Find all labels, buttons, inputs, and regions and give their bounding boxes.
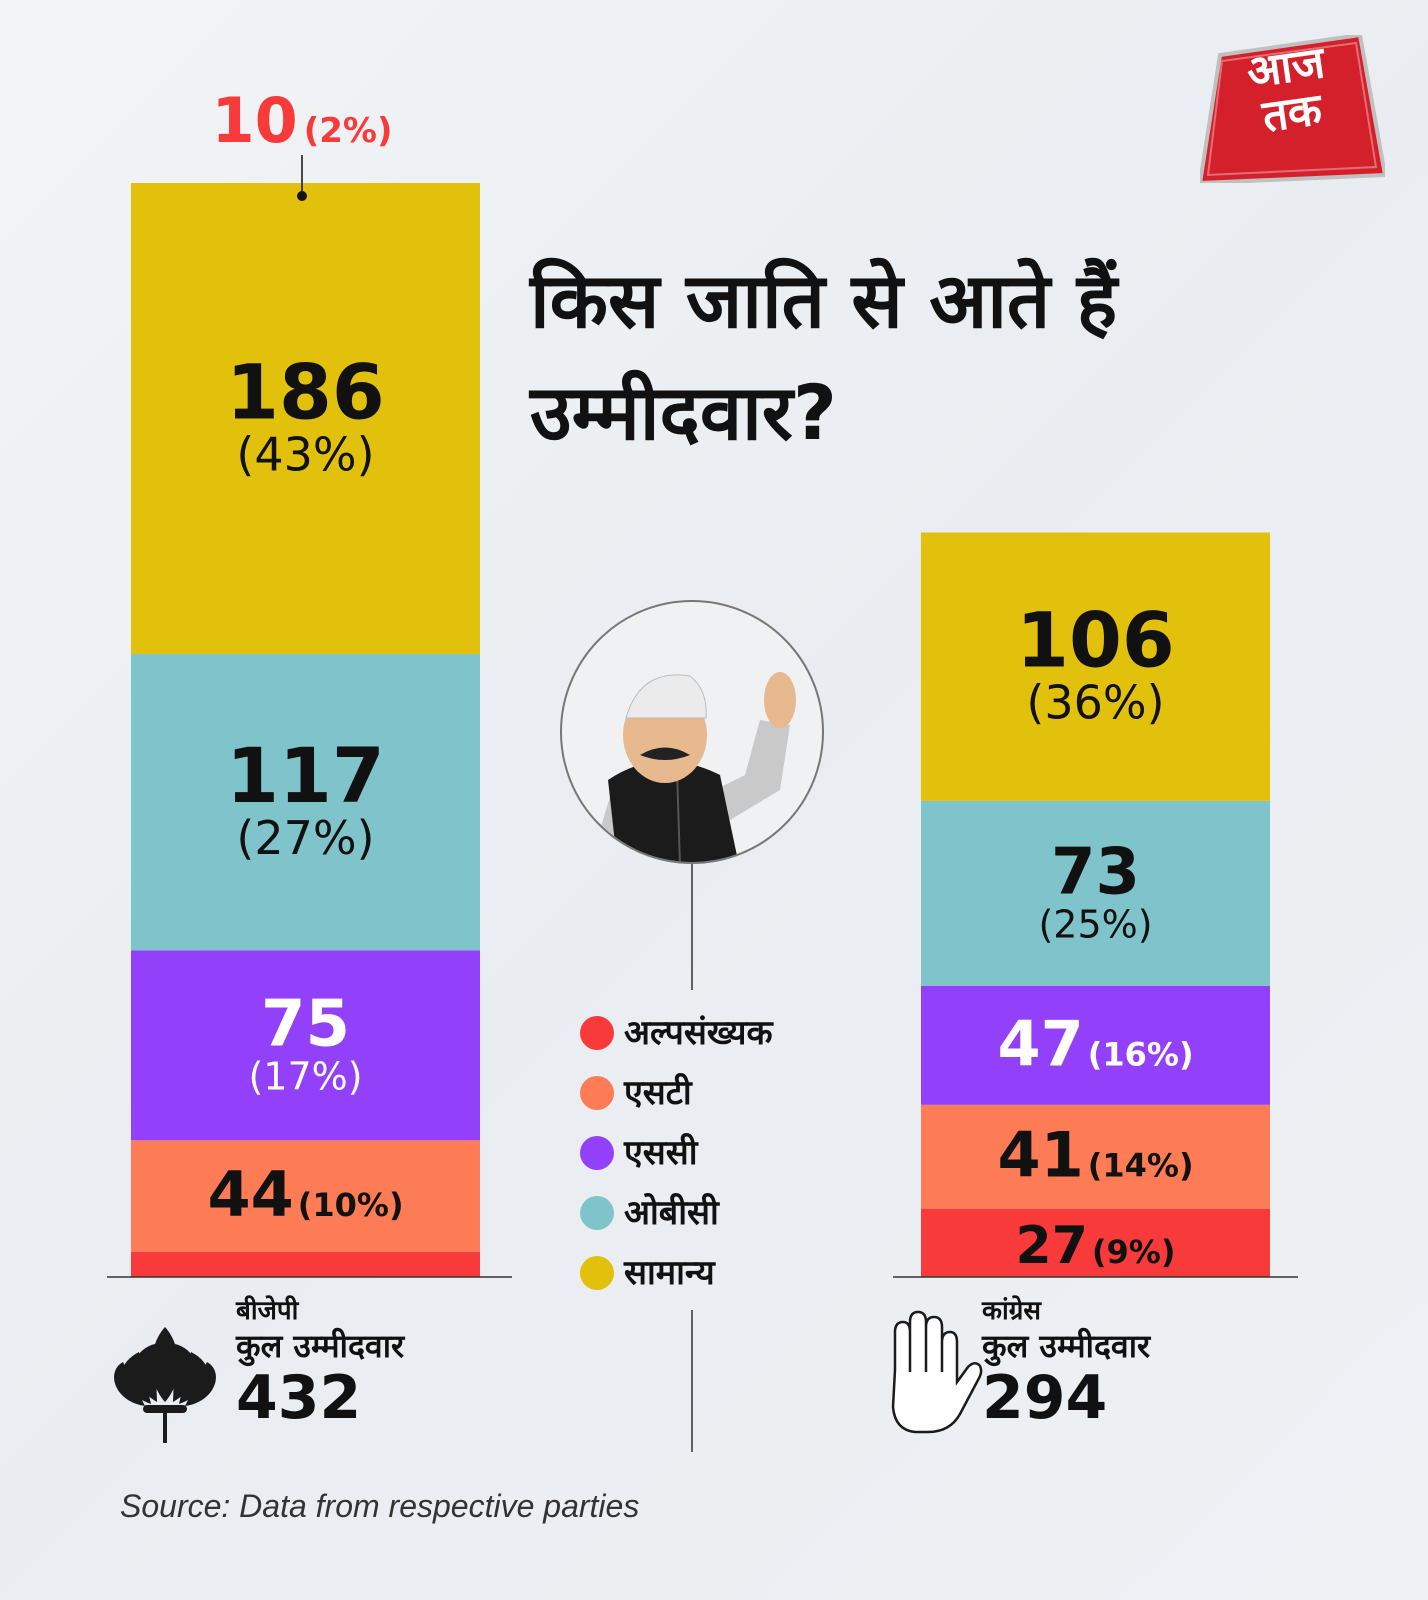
source-note: Source: Data from respective parties xyxy=(120,1488,640,1524)
party-sub-congress: कुल उम्मीदवार xyxy=(982,1327,1151,1365)
bar-segment-congress-minority xyxy=(921,1208,1270,1277)
party-block-bjp: बीजेपी कुल उम्मीदवार 432 xyxy=(236,1295,404,1431)
percent-label-bjp-general: (43%) xyxy=(236,428,374,482)
value-label-congress-sc: 47 (16%) xyxy=(997,1007,1193,1080)
politician-illustration xyxy=(560,600,824,864)
bar-segment-bjp-minority xyxy=(131,1251,480,1277)
aajtak-logo: आज तक xyxy=(1200,35,1385,183)
percent-label-bjp-obc: (27%) xyxy=(236,811,374,865)
bar-segment-bjp-st xyxy=(131,1140,480,1252)
value-label-bjp-sc: 75 xyxy=(261,987,350,1061)
party-block-congress: कांग्रेस कुल उम्मीदवार 294 xyxy=(982,1295,1150,1431)
legend-dot-sc xyxy=(580,1136,614,1170)
bar-segment-bjp-obc xyxy=(131,654,480,951)
lotus-icon xyxy=(114,1327,216,1443)
legend-label-minority: अल्पसंख्यक xyxy=(624,1013,773,1053)
legend-label-sc: एससी xyxy=(624,1133,698,1173)
value-label-congress-st: 41 (14%) xyxy=(997,1119,1193,1192)
value-label-congress-minority: 27 (9%) xyxy=(1016,1216,1176,1276)
legend-dot-obc xyxy=(580,1196,614,1230)
party-name-congress: कांग्रेस xyxy=(982,1296,1041,1326)
legend-dot-minority xyxy=(580,1016,614,1050)
percent-label-bjp-sc: (17%) xyxy=(248,1054,362,1098)
party-name-bjp: बीजेपी xyxy=(236,1296,299,1326)
legend-dot-st xyxy=(580,1076,614,1110)
bars-group: 10 (2%) 44 (10%) 75(17%) 117(27%) 186(43%) 27 (9… xyxy=(131,84,1270,1277)
bar-segment-congress-st xyxy=(921,1104,1270,1209)
percent-label-congress-obc: (25%) xyxy=(1038,902,1152,946)
party-total-bjp: 432 xyxy=(236,1363,362,1433)
bar-segment-congress-sc xyxy=(921,985,1270,1105)
bar-segment-bjp-general xyxy=(131,183,480,655)
legend-dot-general xyxy=(580,1256,614,1290)
value-label-bjp-minority: 10 (2%) xyxy=(211,84,392,157)
bar-segment-congress-general xyxy=(921,532,1270,801)
value-label-congress-general: 106 xyxy=(1016,596,1175,685)
value-label-bjp-obc: 117 xyxy=(226,731,385,820)
minority-pointer-dot xyxy=(297,191,307,201)
chart-title: किस जाति से आते हैं उम्मीदवार? xyxy=(530,256,1118,457)
party-total-congress: 294 xyxy=(982,1363,1108,1433)
bar-segment-congress-obc xyxy=(921,800,1270,986)
legend-label-obc: ओबीसी xyxy=(624,1193,719,1233)
bar-segment-bjp-sc xyxy=(131,950,480,1141)
value-label-bjp-st: 44 (10%) xyxy=(207,1158,403,1231)
hand-icon xyxy=(891,1310,983,1434)
party-sub-bjp: कुल उम्मीदवार xyxy=(236,1327,405,1365)
legend-label-general: सामान्य xyxy=(624,1253,715,1293)
percent-label-congress-general: (36%) xyxy=(1026,676,1164,730)
value-label-congress-obc: 73 xyxy=(1051,835,1140,909)
value-label-bjp-general: 186 xyxy=(226,348,385,437)
legend-label-st: एसटी xyxy=(624,1073,692,1113)
